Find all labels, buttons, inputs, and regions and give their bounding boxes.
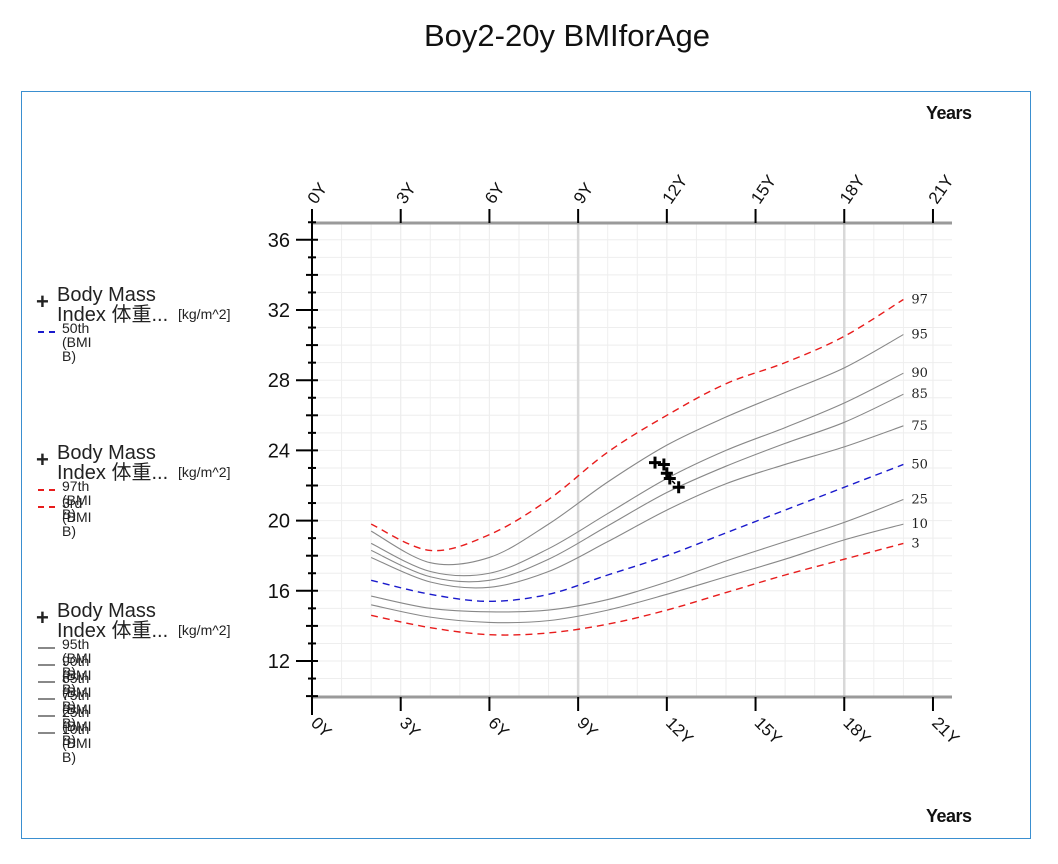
legend-group-name: Body Mass Index 体重... (57, 284, 169, 326)
x-tick-label-top: 21Y (925, 172, 958, 208)
legend-swatch (38, 698, 55, 700)
measurement-point[interactable] (672, 481, 685, 494)
legend-item-label: 75th (BMI B) (62, 687, 92, 731)
series-label-p10: 10 (911, 517, 928, 532)
y-tick-label: 28 (268, 370, 290, 392)
legend-swatch (38, 647, 55, 649)
chart-frame (21, 91, 1031, 839)
series-line-p97 (370, 298, 904, 552)
plus-icon[interactable]: + (36, 289, 49, 314)
legend-group-name: Body Mass Index 体重... (57, 600, 169, 642)
plus-icon[interactable]: + (36, 605, 49, 630)
x-tick-label-bottom: 21Y (928, 713, 963, 748)
x-tick-label-top: 0Y (304, 179, 331, 207)
legend-swatch (38, 715, 55, 717)
legend-item-label: 97th (BMI B) (62, 478, 92, 522)
series-line-p10 (371, 523, 904, 624)
measurement-line (654, 461, 680, 488)
x-tick-label-bottom: 3Y (396, 713, 424, 741)
series-line-p3 (370, 542, 904, 636)
x-tick-label-top: 6Y (481, 179, 508, 207)
y-tick-label: 16 (268, 581, 290, 603)
y-tick-label: 12 (268, 651, 290, 673)
x-tick-label-top: 9Y (570, 179, 597, 207)
series-label-p50: 50 (911, 457, 928, 472)
y-tick-label: 20 (268, 511, 290, 533)
legend-item-label: 10th (BMI B) (62, 721, 92, 765)
x-tick-label-bottom: 15Y (751, 713, 786, 748)
legend-item-label: 50th (BMI B) (62, 320, 92, 364)
legend-group-unit: [kg/m^2] (178, 306, 231, 322)
y-tick-label: 36 (268, 230, 290, 252)
legend-swatch (38, 489, 55, 491)
y-tick-label: 24 (268, 440, 290, 462)
x-tick-label-bottom: 18Y (839, 713, 874, 748)
legend-group-unit: [kg/m^2] (178, 464, 231, 480)
x-axis-unit-bottom: Years (926, 806, 972, 826)
series-label-p25: 25 (911, 493, 928, 508)
measurement-point[interactable] (649, 456, 662, 469)
series-label-p90: 90 (911, 366, 928, 381)
x-tick-label-top: 12Y (659, 172, 692, 208)
x-tick-label-bottom: 9Y (573, 713, 601, 741)
measurement-point[interactable] (663, 472, 676, 485)
series-line-p85 (370, 393, 904, 583)
legend-item-label: 85th (BMI B) (62, 670, 92, 714)
series-line-p50 (370, 463, 904, 603)
legend-item-label: 95th (BMI B) (62, 636, 92, 680)
x-tick-label-bottom: 12Y (662, 713, 697, 748)
legend-group-unit: [kg/m^2] (178, 622, 231, 638)
y-tick-label: 32 (268, 300, 290, 322)
series-label-p97: 97 (911, 292, 928, 307)
legend-swatch (38, 681, 55, 683)
series-line-p90 (370, 372, 904, 577)
x-tick-label-bottom: 0Y (307, 713, 335, 741)
series-line-p25 (371, 499, 904, 613)
x-tick-label-top: 18Y (836, 172, 869, 208)
series-label-p3: 3 (911, 536, 919, 551)
series-label-p85: 85 (911, 387, 928, 402)
legend-swatch (38, 506, 55, 508)
legend-item-label: 25th (BMI B) (62, 704, 92, 748)
legend-item-label: 90th (BMI B) (62, 653, 92, 697)
plus-icon[interactable]: + (36, 447, 49, 472)
series-line-p75 (370, 425, 904, 589)
x-tick-label-top: 15Y (747, 172, 780, 208)
legend-swatch (38, 664, 55, 666)
x-tick-label-bottom: 6Y (485, 713, 513, 741)
series-label-p75: 75 (911, 419, 928, 434)
series-label-p95: 95 (911, 328, 928, 343)
measurement-point[interactable] (657, 458, 670, 471)
legend-item-label: 3rd (BMI B) (62, 495, 92, 539)
legend-group-name: Body Mass Index 体重... (57, 442, 169, 484)
series-line-p95 (370, 334, 904, 566)
x-axis-unit-top: Years (926, 103, 972, 123)
page-title: Boy2-20y BMIforAge (423, 18, 711, 53)
legend-swatch (38, 331, 55, 333)
x-tick-label-top: 3Y (392, 179, 419, 207)
legend-swatch (38, 732, 55, 734)
